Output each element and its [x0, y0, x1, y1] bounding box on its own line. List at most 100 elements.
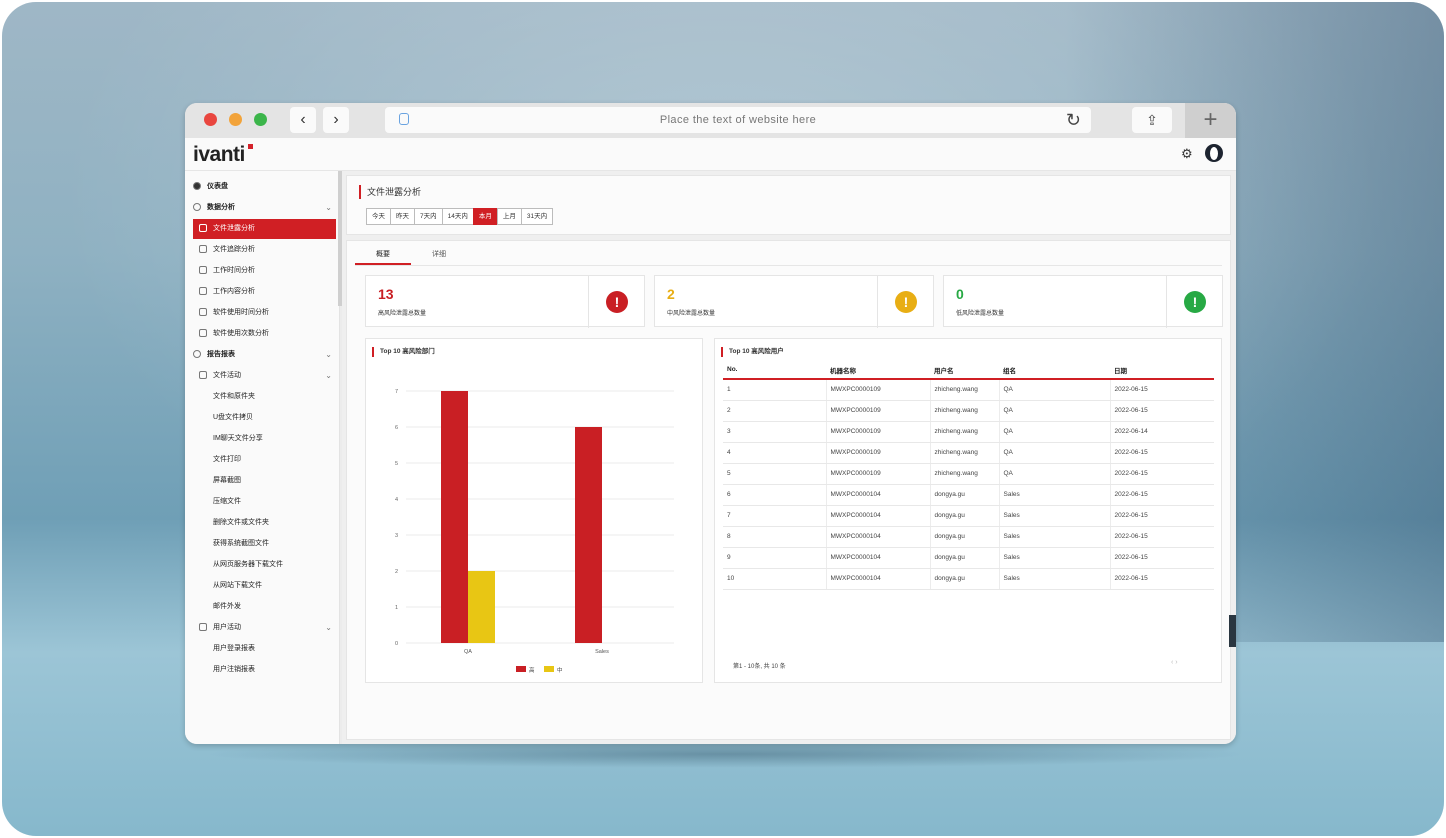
- table-cell: zhicheng.wang: [930, 379, 1000, 401]
- chevron-down-icon[interactable]: ⌄: [325, 203, 332, 212]
- sidebar-item[interactable]: 获得系统截图文件: [193, 534, 336, 554]
- range-option[interactable]: 上月: [496, 208, 522, 225]
- sidebar-item[interactable]: 用户注销报表: [193, 660, 336, 680]
- sidebar-item[interactable]: 软件使用时间分析: [193, 303, 336, 323]
- sidebar-item[interactable]: 用户登录报表: [193, 639, 336, 659]
- table-row[interactable]: 10 MWXPC0000104 dongya.gu Sales 2022-06-15: [723, 568, 1214, 590]
- sidebar-item-label: 文件和原件夹: [213, 393, 255, 400]
- sidebar-item[interactable]: 工作时间分析: [193, 261, 336, 281]
- kpi-value: 0: [956, 286, 964, 302]
- tab-divider: [355, 265, 1222, 266]
- table-row[interactable]: 2 MWXPC0000109 zhicheng.wang QA 2022-06-15: [723, 400, 1214, 422]
- reload-icon[interactable]: ↻: [1065, 110, 1081, 130]
- user-avatar[interactable]: [1205, 144, 1223, 162]
- table-cell: MWXPC0000104: [826, 505, 931, 527]
- range-option[interactable]: 昨天: [390, 208, 415, 225]
- range-option[interactable]: 14天内: [441, 208, 474, 225]
- column-header[interactable]: 组名: [999, 361, 1110, 380]
- sidebar-item[interactable]: 文件追踪分析: [193, 240, 336, 260]
- kpi-value: 2: [667, 286, 675, 302]
- sidebar-scrollbar[interactable]: [338, 171, 342, 306]
- maximize-window-icon[interactable]: [254, 113, 267, 126]
- column-header[interactable]: 日期: [1110, 361, 1214, 380]
- bar[interactable]: [575, 427, 602, 643]
- sidebar-nav: 仪表盘 数据分析 ⌄ 文件泄露分析 文件追踪分析 工作时间分析工作内容分析软件使用时间分析…: [185, 171, 340, 744]
- forward-button[interactable]: ›: [323, 107, 349, 133]
- browser-window: ‹ › Place the text of website here ↻ ⇪ +…: [185, 103, 1236, 744]
- card-accent-bar: [372, 347, 374, 357]
- table-cell: QA: [999, 421, 1111, 443]
- sidebar-item[interactable]: 数据分析 ⌄: [193, 198, 336, 218]
- bar[interactable]: [441, 391, 468, 643]
- tab-summary[interactable]: 概要: [355, 245, 411, 265]
- table-cell: QA: [999, 379, 1111, 401]
- chevron-down-icon[interactable]: ⌄: [325, 371, 332, 380]
- range-option[interactable]: 本月: [472, 208, 498, 225]
- table-cell: MWXPC0000109: [826, 442, 931, 464]
- table-cell: 2022-06-15: [1110, 526, 1214, 548]
- y-tick-label: 7: [395, 389, 398, 395]
- close-window-icon[interactable]: [204, 113, 217, 126]
- table-row[interactable]: 5 MWXPC0000109 zhicheng.wang QA 2022-06-15: [723, 463, 1214, 485]
- table-cell: 2022-06-15: [1110, 379, 1214, 401]
- sidebar-item[interactable]: 软件使用次数分析: [193, 324, 336, 344]
- address-bar[interactable]: Place the text of website here ↻: [385, 107, 1091, 133]
- sidebar-item[interactable]: 邮件外发: [193, 597, 336, 617]
- table-cell: Sales: [999, 484, 1111, 506]
- sidebar-item[interactable]: 文件和原件夹: [193, 387, 336, 407]
- legend-swatch[interactable]: [516, 666, 526, 672]
- table-row[interactable]: 1 MWXPC0000109 zhicheng.wang QA 2022-06-15: [723, 379, 1214, 401]
- range-option[interactable]: 今天: [366, 208, 391, 225]
- kpi-card-high[interactable]: 13 高风险泄露总数量 !: [365, 275, 645, 328]
- y-tick-label: 0: [395, 641, 398, 647]
- sidebar-item-label: 工作内容分析: [213, 288, 255, 295]
- ivanti-logo[interactable]: ivanti: [193, 143, 245, 166]
- sidebar-item[interactable]: 压缩文件: [193, 492, 336, 512]
- sidebar-item[interactable]: 从网站下载文件: [193, 576, 336, 596]
- table-row[interactable]: 3 MWXPC0000109 zhicheng.wang QA 2022-06-14: [723, 421, 1214, 443]
- column-header[interactable]: 用户名: [930, 361, 999, 380]
- side-drawer-handle[interactable]: [1229, 615, 1236, 647]
- legend-swatch[interactable]: [544, 666, 554, 672]
- clock-icon: [199, 308, 207, 317]
- kpi-card-medium[interactable]: 2 中风险泄露总数量 !: [654, 275, 934, 328]
- column-header[interactable]: 机器名称: [826, 361, 930, 380]
- sidebar-item-label: 用户注销报表: [213, 666, 255, 673]
- sidebar-item[interactable]: 工作内容分析: [193, 282, 336, 302]
- sidebar-item[interactable]: 仪表盘: [193, 177, 336, 197]
- kpi-card-low[interactable]: 0 低风险泄露总数量 !: [943, 275, 1223, 328]
- pagination-arrows[interactable]: ‹ ›: [1171, 659, 1178, 666]
- column-header[interactable]: No.: [723, 361, 826, 380]
- range-option[interactable]: 7天内: [414, 208, 443, 225]
- range-option[interactable]: 31天内: [520, 208, 554, 225]
- share-button[interactable]: ⇪: [1132, 107, 1172, 133]
- bar[interactable]: [468, 571, 495, 643]
- back-button[interactable]: ‹: [290, 107, 316, 133]
- sidebar-item[interactable]: 屏幕截图: [193, 471, 336, 491]
- sidebar-item[interactable]: 删除文件或文件夹: [193, 513, 336, 533]
- sidebar-item[interactable]: IM聊天文件分享: [193, 429, 336, 449]
- table-row[interactable]: 4 MWXPC0000109 zhicheng.wang QA 2022-06-15: [723, 442, 1214, 464]
- sidebar-item[interactable]: 文件打印: [193, 450, 336, 470]
- minimize-window-icon[interactable]: [229, 113, 242, 126]
- table-row[interactable]: 8 MWXPC0000104 dongya.gu Sales 2022-06-15: [723, 526, 1214, 548]
- sidebar-item[interactable]: 从网页服务器下载文件: [193, 555, 336, 575]
- sidebar-item[interactable]: 用户活动 ⌄: [193, 618, 336, 638]
- sidebar-item[interactable]: 文件泄露分析: [193, 219, 336, 239]
- y-tick-label: 5: [395, 461, 398, 467]
- chevron-down-icon[interactable]: ⌄: [325, 623, 332, 632]
- sidebar-item-label: 压缩文件: [213, 498, 241, 505]
- table-row[interactable]: 7 MWXPC0000104 dongya.gu Sales 2022-06-15: [723, 505, 1214, 527]
- table-cell: MWXPC0000109: [826, 421, 931, 443]
- table-row[interactable]: 9 MWXPC0000104 dongya.gu Sales 2022-06-15: [723, 547, 1214, 569]
- sidebar-item[interactable]: 报告报表 ⌄: [193, 345, 336, 365]
- table-cell: MWXPC0000109: [826, 463, 931, 485]
- sidebar-item[interactable]: 文件活动 ⌄: [193, 366, 336, 386]
- table-row[interactable]: 6 MWXPC0000104 dongya.gu Sales 2022-06-15: [723, 484, 1214, 506]
- sidebar-item[interactable]: U盘文件拷贝: [193, 408, 336, 428]
- sidebar-item-label: 从网页服务器下载文件: [213, 561, 283, 568]
- chevron-down-icon[interactable]: ⌄: [325, 350, 332, 359]
- gear-icon[interactable]: ⚙: [1181, 146, 1193, 161]
- tab-detail[interactable]: 详细: [432, 251, 446, 258]
- new-tab-button[interactable]: +: [1185, 103, 1236, 138]
